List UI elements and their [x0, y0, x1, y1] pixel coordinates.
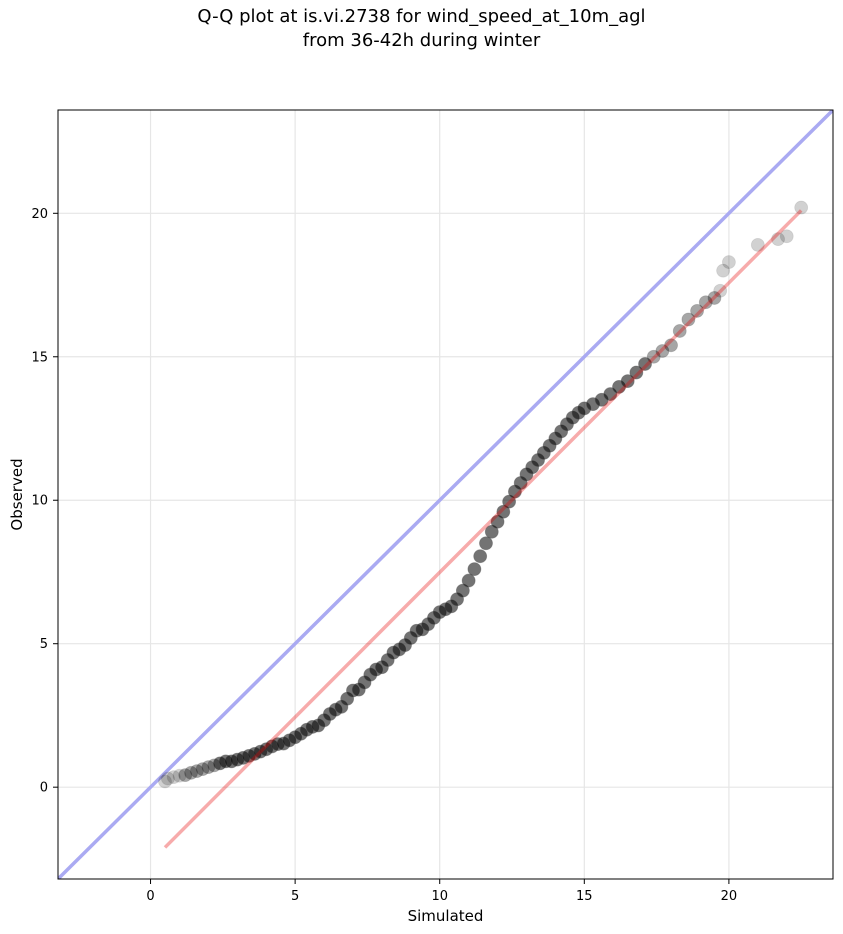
qq-point-76	[603, 387, 618, 401]
qq-point-4	[178, 768, 193, 783]
x-tick-label-2: 10	[431, 889, 448, 904]
qq-point-54	[467, 562, 482, 577]
qq-point-2	[166, 770, 181, 785]
axes-frame	[57, 109, 834, 880]
qq-point-55	[473, 549, 488, 564]
qq-point-87	[698, 295, 713, 310]
fit-line	[163, 209, 803, 849]
qq-point-94	[779, 229, 794, 244]
x-axis-label: Simulated	[408, 907, 484, 925]
qq-point-95	[794, 200, 809, 215]
qq-point-59	[496, 504, 511, 519]
qq-point-80	[638, 357, 652, 371]
y-tick-label-4: 20	[31, 207, 48, 222]
y-tick-label-3: 15	[31, 350, 48, 365]
qq-point-3	[172, 768, 187, 783]
qq-point-89	[713, 283, 728, 298]
qq-point-7	[195, 762, 210, 777]
qq-point-58	[490, 514, 505, 529]
qq-point-56	[479, 536, 493, 551]
y-tick-label-2: 10	[31, 494, 48, 509]
x-tick-label-0: 0	[146, 889, 154, 904]
qq-point-78	[620, 374, 635, 389]
qq-point-6	[189, 764, 204, 779]
qq-point-91	[721, 255, 736, 269]
x-tick-label-4: 20	[721, 889, 738, 904]
qq-point-82	[655, 344, 670, 358]
y-tick-label-1: 5	[40, 637, 48, 652]
y-axis-label: Observed	[8, 458, 26, 530]
qq-point-5	[184, 765, 198, 780]
qq-point-0	[158, 774, 172, 789]
chart-title-line-1: Q-Q plot at is.vi.2738 for wind_speed_at…	[197, 6, 646, 27]
qq-point-81	[646, 349, 661, 364]
reference-line	[58, 110, 833, 879]
qq-point-92	[750, 237, 765, 252]
qq-point-52	[455, 583, 470, 598]
plot-area	[58, 110, 833, 879]
chart-title-line-2: from 36-42h during winter	[302, 30, 541, 51]
qq-point-93	[771, 232, 785, 247]
qq-point-90	[716, 263, 731, 278]
qq-point-86	[690, 303, 704, 318]
qq-point-79	[629, 365, 644, 380]
qq-point-84	[672, 324, 687, 338]
qq-point-53	[461, 573, 476, 588]
qq-point-60	[502, 494, 517, 509]
qq-point-88	[707, 291, 722, 305]
qq-point-1	[160, 771, 175, 786]
y-tick-label-0: 0	[40, 781, 48, 796]
qq-point-57	[484, 524, 499, 539]
qq-point-85	[681, 312, 696, 327]
x-tick-label-1: 5	[291, 889, 299, 904]
qq-point-83	[664, 338, 678, 353]
x-tick-label-3: 15	[576, 889, 593, 904]
